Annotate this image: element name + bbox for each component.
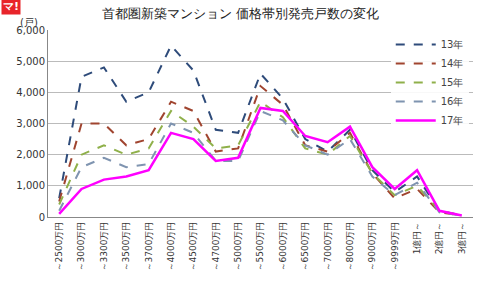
svg-text:マ!: マ!: [3, 0, 19, 13]
svg-text:～9999万円: ～9999万円: [390, 222, 400, 272]
svg-text:14年: 14年: [441, 58, 464, 69]
svg-text:～7000万円: ～7000万円: [323, 222, 333, 272]
svg-text:15年: 15年: [441, 77, 464, 88]
svg-text:(戸): (戸): [20, 17, 38, 28]
svg-text:6,000: 6,000: [16, 25, 45, 36]
svg-text:1,000: 1,000: [16, 180, 45, 191]
svg-text:～5500万円: ～5500万円: [255, 222, 265, 272]
svg-text:～3500万円: ～3500万円: [121, 222, 131, 272]
svg-text:首都圏新築マンション 価格帯別発売戸数の変化: 首都圏新築マンション 価格帯別発売戸数の変化: [102, 6, 379, 21]
svg-text:～4500万円: ～4500万円: [188, 222, 198, 272]
svg-text:～3000万円: ～3000万円: [76, 222, 86, 272]
svg-text:～3700万円: ～3700万円: [144, 222, 154, 272]
svg-text:～4000万円: ～4000万円: [166, 222, 176, 272]
svg-text:5,000: 5,000: [16, 56, 45, 67]
svg-text:～5000万円: ～5000万円: [233, 222, 243, 272]
svg-text:3億円～: 3億円～: [457, 222, 467, 255]
svg-text:～8000万円: ～8000万円: [345, 222, 355, 272]
svg-text:16年: 16年: [441, 96, 464, 107]
svg-text:3,000: 3,000: [16, 118, 45, 129]
svg-text:17年: 17年: [441, 115, 464, 126]
svg-text:～2500万円: ～2500万円: [54, 222, 64, 272]
svg-text:～4700万円: ～4700万円: [211, 222, 221, 272]
svg-text:～6500万円: ～6500万円: [300, 222, 310, 272]
svg-text:0: 0: [39, 212, 45, 223]
svg-text:2,000: 2,000: [16, 149, 45, 160]
svg-text:～6000万円: ～6000万円: [278, 222, 288, 272]
svg-text:2億円～: 2億円～: [434, 222, 444, 255]
svg-text:1億円～: 1億円～: [412, 222, 422, 255]
svg-text:13年: 13年: [441, 39, 464, 50]
svg-text:～3300万円: ～3300万円: [99, 222, 109, 272]
svg-text:～9000万円: ～9000万円: [367, 222, 377, 272]
svg-text:4,000: 4,000: [16, 87, 45, 98]
